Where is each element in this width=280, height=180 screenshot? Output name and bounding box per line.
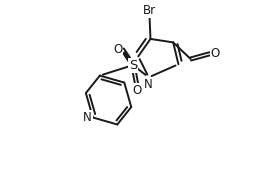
Text: O: O [132, 84, 141, 97]
Text: N: N [83, 111, 92, 124]
Text: O: O [211, 47, 220, 60]
Text: S: S [129, 59, 137, 72]
Text: O: O [113, 43, 123, 56]
Text: N: N [144, 78, 153, 91]
Text: Br: Br [143, 4, 156, 17]
